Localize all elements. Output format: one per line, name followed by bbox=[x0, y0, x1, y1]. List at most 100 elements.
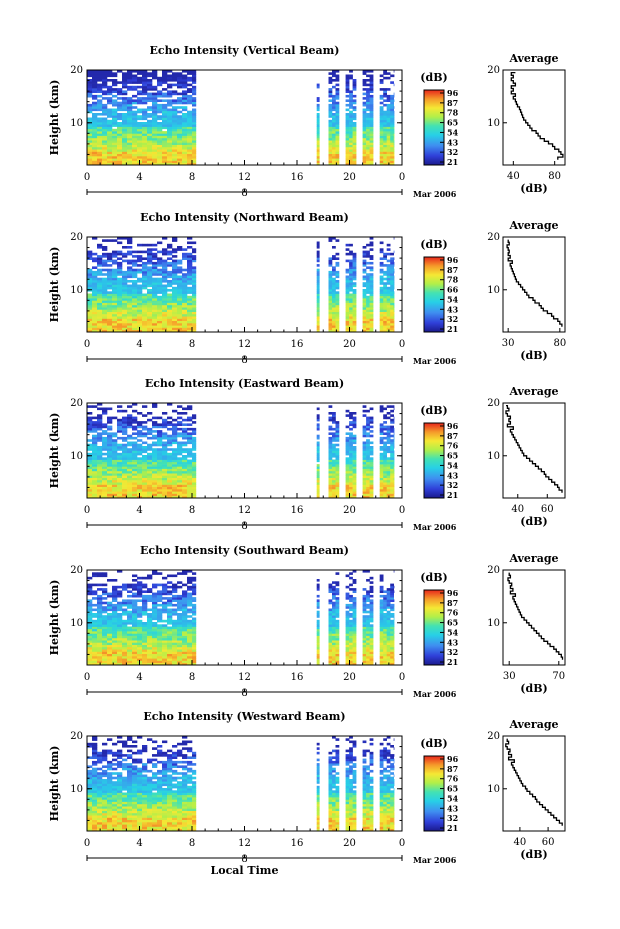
heatmap-cell bbox=[137, 300, 143, 303]
heatmap-cell bbox=[172, 119, 178, 123]
heatmap-cell bbox=[335, 489, 340, 492]
heatmap-cell bbox=[142, 280, 148, 283]
heatmap-cell bbox=[393, 329, 395, 333]
heatmap-cell bbox=[142, 325, 148, 328]
heatmap-cell bbox=[393, 309, 395, 312]
heatmap-cell bbox=[132, 320, 138, 324]
heatmap-cell bbox=[328, 418, 333, 422]
heatmap-cell bbox=[87, 421, 93, 424]
heatmap-cell bbox=[102, 318, 108, 321]
heatmap-cell bbox=[92, 479, 98, 483]
heatmap-cell bbox=[172, 307, 178, 310]
heatmap-cell bbox=[369, 79, 374, 82]
heatmap-cell bbox=[383, 119, 387, 123]
heatmap-cell bbox=[107, 470, 113, 474]
heatmap-cell bbox=[97, 484, 103, 487]
heatmap-cell bbox=[352, 108, 357, 112]
heatmap-cell bbox=[102, 286, 108, 290]
heatmap-cell bbox=[167, 300, 173, 303]
heatmap-cell bbox=[162, 603, 168, 607]
heatmap-cell bbox=[92, 615, 98, 618]
heatmap-cell bbox=[97, 79, 103, 82]
heatmap-cell bbox=[142, 90, 148, 93]
heatmap-cell bbox=[152, 644, 158, 648]
heatmap-cell bbox=[192, 633, 197, 636]
heatmap-cell bbox=[366, 286, 370, 290]
heatmap-cell bbox=[390, 115, 394, 118]
heatmap-cell bbox=[167, 403, 173, 406]
heatmap-cell bbox=[192, 592, 197, 596]
heatmap-cell bbox=[332, 459, 336, 463]
heatmap-cell bbox=[87, 603, 93, 607]
heatmap-cell bbox=[182, 658, 188, 661]
heatmap-cell bbox=[157, 489, 163, 492]
heatmap-cell bbox=[147, 298, 153, 301]
heatmap-cell bbox=[383, 482, 387, 485]
date-day-label: 8 bbox=[241, 521, 247, 532]
heatmap-cell bbox=[132, 275, 138, 279]
heatmap-cell bbox=[117, 289, 123, 292]
heatmap-cell bbox=[147, 142, 153, 145]
heatmap-cell bbox=[117, 464, 123, 467]
heatmap-cell bbox=[369, 459, 374, 463]
heatmap-cell bbox=[172, 649, 178, 652]
heatmap-cell bbox=[345, 115, 350, 118]
heatmap-cell bbox=[366, 479, 370, 483]
heatmap-cell bbox=[352, 653, 357, 657]
heatmap-cell bbox=[369, 421, 374, 424]
heatmap-cell bbox=[132, 307, 138, 310]
heatmap-cell bbox=[157, 441, 163, 445]
average-profile-line bbox=[510, 71, 564, 160]
x-tick-label: 8 bbox=[189, 339, 195, 350]
heatmap-cell bbox=[167, 436, 173, 440]
heatmap-cell bbox=[177, 658, 183, 661]
heatmap-cell bbox=[369, 237, 374, 240]
heatmap-cell bbox=[177, 464, 183, 467]
heatmap-cell bbox=[393, 436, 395, 440]
heatmap-cell bbox=[192, 137, 197, 141]
heatmap-cell bbox=[316, 613, 320, 616]
heatmap-cell bbox=[369, 289, 374, 292]
heatmap-cell bbox=[187, 631, 193, 634]
heatmap-cell bbox=[172, 149, 178, 152]
heatmap-cell bbox=[127, 457, 133, 460]
heatmap-cell bbox=[335, 615, 340, 618]
heatmap-cell bbox=[137, 115, 143, 118]
heatmap-cell bbox=[102, 162, 108, 166]
heatmap-cell bbox=[117, 325, 123, 328]
heatmap-cell bbox=[328, 131, 333, 134]
heatmap-cell bbox=[97, 640, 103, 643]
heatmap-cell bbox=[383, 304, 387, 308]
heatmap-cell bbox=[332, 280, 336, 283]
heatmap-cell bbox=[316, 280, 320, 283]
heatmap-cell bbox=[182, 252, 188, 256]
heatmap-cell bbox=[366, 83, 370, 87]
heatmap-cell bbox=[87, 110, 93, 114]
average-x-tick-label: 80 bbox=[548, 171, 561, 182]
heatmap-cell bbox=[132, 291, 138, 294]
heatmap-cell bbox=[137, 126, 143, 130]
heatmap-cell bbox=[172, 423, 178, 426]
heatmap-cell bbox=[379, 275, 384, 279]
heatmap-cell bbox=[332, 291, 336, 294]
heatmap-cell bbox=[157, 160, 163, 164]
heatmap-cell bbox=[152, 268, 158, 272]
heatmap-cell bbox=[366, 140, 370, 143]
heatmap-cell bbox=[117, 261, 123, 265]
heatmap-cell bbox=[332, 658, 336, 661]
heatmap-cell bbox=[316, 588, 320, 591]
average-x-tick-label: 80 bbox=[553, 338, 566, 349]
heatmap-cell bbox=[132, 574, 138, 578]
heatmap-cell bbox=[172, 588, 178, 591]
heatmap-cell bbox=[349, 495, 353, 499]
heatmap-cell bbox=[187, 131, 193, 134]
heatmap-cell bbox=[152, 70, 158, 73]
heatmap-cell bbox=[187, 588, 193, 591]
heatmap-cell bbox=[316, 583, 320, 587]
heatmap-cell bbox=[192, 446, 197, 449]
heatmap-cell bbox=[349, 583, 353, 587]
colorbar-tick-label: 96 bbox=[447, 88, 459, 98]
heatmap-cell bbox=[147, 307, 153, 310]
heatmap-cell bbox=[112, 484, 118, 487]
heatmap-cell bbox=[386, 113, 391, 116]
